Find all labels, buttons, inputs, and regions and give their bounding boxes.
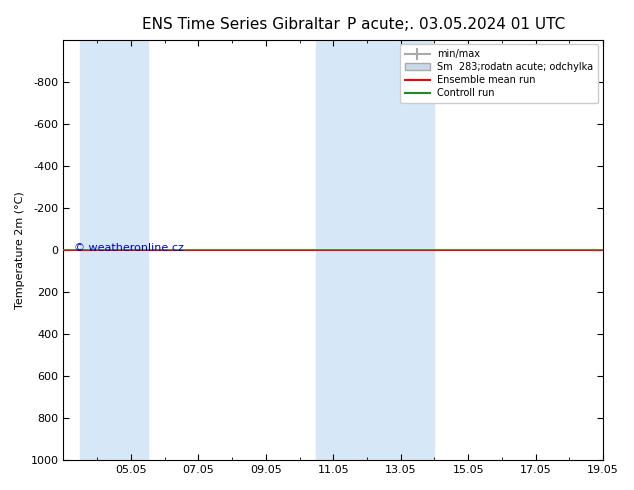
Bar bbox=[316, 40, 384, 460]
Bar bbox=[384, 40, 434, 460]
Bar bbox=[81, 40, 148, 460]
Y-axis label: Temperature 2m (°C): Temperature 2m (°C) bbox=[15, 191, 25, 309]
Text: ENS Time Series Gibraltar: ENS Time Series Gibraltar bbox=[142, 17, 340, 32]
Text: © weatheronline.cz: © weatheronline.cz bbox=[74, 243, 184, 253]
Legend: min/max, Sm  283;rodatn acute; odchylka, Ensemble mean run, Controll run: min/max, Sm 283;rodatn acute; odchylka, … bbox=[400, 45, 598, 103]
Text: P acute;. 03.05.2024 01 UTC: P acute;. 03.05.2024 01 UTC bbox=[347, 17, 566, 32]
